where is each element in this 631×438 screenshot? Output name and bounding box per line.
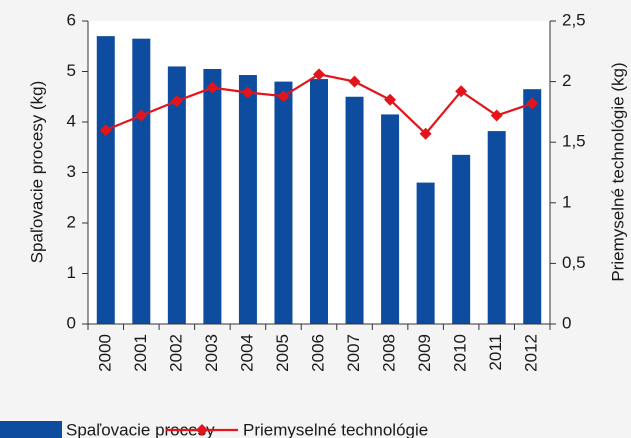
bar — [452, 154, 471, 324]
y-tick-label: 6 — [67, 10, 76, 29]
y2-tick-label: 2,5 — [562, 10, 586, 29]
y-tick-label: 1 — [67, 263, 76, 282]
x-tick-label: 2002 — [166, 334, 185, 372]
bar — [381, 114, 400, 324]
line-marker — [490, 109, 503, 122]
y2-tick-label: 1,5 — [562, 132, 586, 151]
y2-tick-label: 2 — [562, 71, 571, 90]
line-marker — [277, 90, 290, 103]
y2-axis-label: Priemyselné technológie (kg) — [608, 62, 627, 281]
line-marker — [313, 68, 325, 81]
y2-tick-label: 0,5 — [562, 253, 586, 272]
x-tick-label: 2001 — [131, 334, 150, 372]
y-tick-label: 3 — [67, 162, 76, 181]
legend-label: Spaľovacie procesy — [66, 420, 215, 438]
y2-tick-label: 0 — [562, 313, 571, 332]
bar — [167, 66, 186, 324]
bar — [523, 89, 542, 324]
line-marker — [348, 75, 361, 88]
line-marker — [206, 81, 219, 94]
bar — [416, 182, 435, 324]
x-tick-label: 2005 — [273, 334, 292, 372]
line-marker — [384, 93, 397, 106]
x-tick-label: 2008 — [380, 334, 399, 372]
bar — [96, 36, 115, 325]
bar — [238, 75, 257, 324]
y-axis-label: Spaľovacie procesy (kg) — [27, 81, 46, 264]
y-tick-label: 5 — [67, 61, 76, 80]
line-marker — [419, 127, 432, 140]
legend-swatch — [196, 424, 208, 436]
bar — [310, 79, 328, 324]
x-tick-label: 2000 — [95, 334, 114, 372]
line-marker — [241, 86, 254, 99]
line-marker — [526, 97, 539, 110]
line-marker — [455, 85, 468, 98]
bar — [203, 68, 222, 324]
y-tick-label: 0 — [67, 313, 76, 332]
line-marker — [99, 124, 112, 137]
x-tick-label: 2011 — [486, 334, 505, 371]
x-tick-label: 2012 — [522, 334, 541, 372]
bar — [274, 81, 293, 324]
x-tick-label: 2010 — [451, 334, 470, 372]
line-marker — [170, 94, 183, 107]
x-tick-label: 2007 — [344, 334, 363, 372]
x-tick-label: 2003 — [202, 334, 221, 372]
x-tick-label: 2009 — [415, 334, 434, 372]
legend-label: Priemyselné technológie — [243, 420, 428, 438]
line-marker — [135, 109, 148, 122]
y-tick-label: 4 — [67, 111, 76, 130]
bar — [345, 96, 364, 324]
bar — [132, 38, 151, 325]
legend-swatch — [0, 421, 62, 438]
y2-tick-label: 1 — [562, 192, 571, 211]
x-tick-label: 2004 — [237, 334, 256, 372]
y-tick-label: 2 — [67, 212, 76, 231]
bar — [487, 131, 506, 324]
x-tick-label: 2006 — [308, 334, 327, 372]
